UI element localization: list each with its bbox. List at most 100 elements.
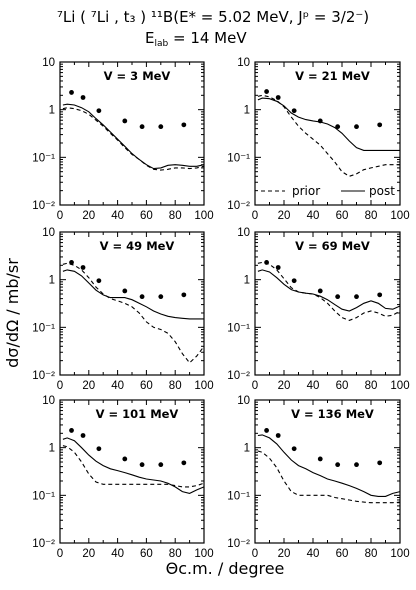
panel-label: V = 69 MeV: [295, 239, 370, 253]
panel-v3: 0 20 40 60 80 100 10 1 10⁻¹ 10⁻² V = 3 MeV: [32, 57, 213, 222]
x-tick-label: 100: [194, 210, 213, 222]
x-tick-label: 0: [252, 548, 258, 560]
data-point: [158, 462, 164, 468]
x-tick-label: 0: [57, 210, 63, 222]
y-tick-label: 10⁻²: [227, 200, 250, 212]
x-tick-label: 100: [390, 210, 409, 222]
x-tick-label: 80: [169, 548, 182, 560]
energy-title: Elab = 14 MeV: [145, 29, 247, 49]
data-point: [291, 446, 297, 452]
y-tick-label: 1: [49, 275, 55, 287]
data-point: [317, 456, 323, 462]
legend-prior-label: prior: [292, 184, 320, 198]
x-tick-label: 80: [169, 380, 182, 392]
x-tick-label: 60: [336, 548, 349, 560]
x-tick-label: 60: [336, 380, 349, 392]
data-point: [96, 278, 102, 284]
x-tick-label: 40: [307, 210, 320, 222]
y-tick-label: 10⁻¹: [32, 152, 55, 164]
plot-frame: [59, 399, 205, 544]
data-point: [335, 294, 341, 300]
data-point: [139, 294, 145, 300]
data-point: [181, 460, 187, 466]
data-point: [377, 292, 383, 298]
y-tick-label: 10⁻¹: [227, 322, 250, 334]
x-tick-label: 60: [140, 210, 153, 222]
post-curve: [62, 437, 205, 494]
x-tick-label: 80: [365, 548, 378, 560]
data-point: [122, 288, 128, 294]
prior-curve: [62, 262, 205, 364]
x-tick-label: 40: [111, 380, 124, 392]
panel-label: V = 101 MeV: [96, 407, 179, 421]
x-tick-label: 0: [252, 210, 258, 222]
panel-v101: 0 20 40 60 80 100 10 1 10⁻¹ 10⁻² V = 101 MeV: [32, 395, 213, 560]
panel-label: V = 136 MeV: [291, 407, 374, 421]
data-point: [275, 95, 281, 100]
x-tick-label: 80: [365, 210, 378, 222]
y-tick-label: 10: [237, 395, 250, 407]
plot-frame: [254, 399, 401, 544]
energy-value: = 14 MeV: [168, 29, 247, 47]
y-tick-label: 10⁻²: [32, 538, 55, 550]
energy-subscript: lab: [154, 39, 168, 49]
data-point: [275, 433, 281, 438]
data-point: [335, 124, 341, 130]
x-axis-title: Θc.m. / degree: [166, 559, 285, 578]
x-tick-label: 60: [140, 380, 153, 392]
y-tick-label: 10⁻²: [32, 370, 55, 382]
data-point: [275, 265, 281, 270]
y-tick-label: 10⁻¹: [227, 152, 250, 164]
data-point: [317, 288, 323, 294]
data-point: [377, 122, 383, 128]
x-tick-label: 40: [111, 548, 124, 560]
y-tick-label: 10: [42, 227, 55, 239]
prior-curve: [62, 445, 205, 488]
data-point: [264, 260, 269, 265]
data-point: [80, 265, 86, 270]
x-tick-label: 40: [307, 380, 320, 392]
post-curve: [257, 269, 401, 312]
data-point: [354, 294, 359, 300]
y-tick-label: 10: [42, 395, 55, 407]
post-curve: [62, 269, 204, 320]
y-tick-label: 1: [49, 105, 55, 117]
y-tick-label: 10: [237, 57, 250, 69]
data-point: [96, 108, 102, 114]
y-tick-label: 1: [244, 105, 250, 117]
prior-curve: [257, 261, 401, 321]
x-tick-label: 0: [252, 380, 258, 392]
data-point: [158, 124, 164, 130]
post-curve: [62, 103, 205, 170]
data-point: [69, 428, 74, 433]
data-point: [317, 118, 323, 124]
panel-label: V = 49 MeV: [100, 239, 175, 253]
panel-v21: 0 20 40 60 80 100 10 1 10⁻¹ 10⁻² V = 21 MeV prior po…: [227, 57, 409, 222]
x-tick-label: 0: [57, 548, 63, 560]
plot-frame: [59, 61, 205, 206]
data-point: [264, 428, 269, 433]
data-point: [354, 124, 359, 130]
energy-label: E: [145, 29, 154, 47]
data-point: [139, 462, 145, 468]
y-tick-label: 1: [244, 275, 250, 287]
data-point: [291, 108, 297, 114]
y-tick-label: 10⁻²: [227, 370, 250, 382]
data-point: [80, 433, 86, 438]
prior-curve: [257, 450, 401, 504]
x-tick-label: 20: [82, 380, 95, 392]
x-tick-label: 20: [82, 548, 95, 560]
y-tick-label: 10⁻¹: [227, 490, 250, 502]
reaction-title: ⁷Li ( ⁷Li , t₃ ) ¹¹B(E* = 5.02 MeV, Jᵖ =…: [57, 8, 369, 26]
x-tick-label: 20: [278, 380, 291, 392]
data-point: [377, 460, 383, 466]
y-tick-label: 10⁻¹: [32, 322, 55, 334]
x-tick-label: 0: [57, 380, 63, 392]
y-tick-label: 10: [237, 227, 250, 239]
x-tick-label: 20: [278, 548, 291, 560]
data-point: [139, 124, 145, 130]
data-point: [158, 294, 164, 300]
y-tick-label: 1: [49, 443, 55, 455]
panel-v136: 0 20 40 60 80 100 10 1 10⁻¹ 10⁻² V = 136 MeV: [227, 395, 409, 560]
